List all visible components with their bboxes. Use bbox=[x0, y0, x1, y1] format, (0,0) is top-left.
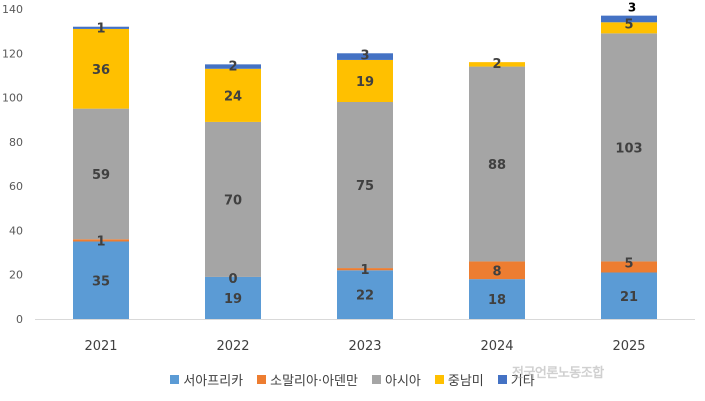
data-label: 35 bbox=[92, 274, 110, 289]
legend-swatch bbox=[257, 375, 267, 384]
bar-segment bbox=[601, 15, 657, 23]
bar-segment bbox=[205, 276, 261, 319]
data-label: 5 bbox=[624, 256, 633, 271]
legend-swatch bbox=[497, 375, 507, 384]
data-label: 22 bbox=[356, 289, 374, 304]
y-tick-label: 100 bbox=[2, 92, 23, 105]
bar-segment bbox=[205, 68, 261, 122]
data-label: 75 bbox=[356, 179, 374, 194]
data-label: 103 bbox=[615, 141, 642, 156]
x-tick-label: 2024 bbox=[480, 339, 513, 354]
bar-segment bbox=[337, 59, 393, 102]
data-label: 24 bbox=[224, 89, 242, 104]
x-axis: 2021 2022 2023 2024 2025 bbox=[35, 319, 695, 354]
bar-segment bbox=[469, 62, 525, 67]
bar-segment bbox=[73, 241, 129, 319]
legend-swatch bbox=[170, 375, 180, 384]
data-label: 8 bbox=[492, 264, 501, 279]
y-tick-label: 120 bbox=[2, 47, 23, 60]
y-tick-label: 60 bbox=[9, 180, 23, 193]
bar-segment bbox=[73, 28, 129, 109]
data-label: 21 bbox=[620, 290, 638, 305]
legend-item: 서아프리카 bbox=[170, 370, 243, 389]
bar-segment bbox=[337, 268, 393, 271]
legend-item: 아시아 bbox=[371, 370, 421, 389]
y-axis: 0 20 40 60 80 100 120 140 bbox=[2, 3, 23, 326]
legend-swatch bbox=[434, 375, 444, 384]
x-tick-label: 2021 bbox=[84, 339, 117, 354]
data-label: 36 bbox=[92, 63, 110, 78]
x-tick-label: 2022 bbox=[216, 339, 249, 354]
data-label: 1 bbox=[360, 263, 369, 278]
bar-segment bbox=[601, 22, 657, 34]
data-label: 88 bbox=[488, 158, 506, 173]
data-label: 3 bbox=[360, 48, 369, 63]
bar-segment bbox=[337, 53, 393, 60]
data-label: 2 bbox=[492, 57, 501, 72]
y-tick-label: 40 bbox=[9, 224, 23, 237]
bar-segment bbox=[205, 64, 261, 69]
data-label: 18 bbox=[488, 293, 506, 308]
legend-label: 소말리아·아덴만 bbox=[270, 374, 358, 389]
bar-segment bbox=[601, 272, 657, 319]
bar-segment bbox=[601, 261, 657, 273]
legend-label: 서아프리카 bbox=[183, 374, 244, 389]
y-tick-label: 140 bbox=[2, 3, 23, 16]
bar-segment bbox=[469, 279, 525, 319]
y-tick-label: 20 bbox=[9, 269, 23, 282]
data-label: 19 bbox=[224, 292, 242, 307]
legend-item: 중남미 bbox=[434, 370, 484, 389]
watermark-text: 전국언론노동조합 bbox=[512, 366, 604, 381]
data-label: 70 bbox=[224, 193, 242, 208]
legend-label: 중남미 bbox=[447, 374, 484, 389]
bars bbox=[73, 15, 657, 319]
bar-segment bbox=[73, 26, 129, 29]
data-label: 5 bbox=[624, 17, 633, 32]
data-label: 1 bbox=[96, 234, 105, 249]
y-tick-label: 0 bbox=[16, 313, 23, 326]
legend: 서아프리카 소말리아·아덴만 아시아 중남미 기타 bbox=[0, 370, 705, 389]
x-tick-label: 2023 bbox=[348, 339, 381, 354]
bar-segment bbox=[469, 261, 525, 280]
legend-swatch bbox=[371, 375, 381, 384]
data-label: 1 bbox=[96, 22, 105, 37]
legend-item: 기타 bbox=[497, 370, 535, 389]
bar-segment bbox=[601, 33, 657, 262]
bar-segment bbox=[337, 102, 393, 269]
data-label: 2 bbox=[228, 59, 237, 74]
data-label: 0 bbox=[228, 272, 237, 287]
bar-segment bbox=[469, 66, 525, 262]
legend-item: 소말리아·아덴만 bbox=[257, 370, 358, 389]
legend-label: 기타 bbox=[510, 374, 535, 389]
legend-label: 아시아 bbox=[384, 374, 421, 389]
bar-segment bbox=[73, 108, 129, 240]
data-label: 3 bbox=[628, 1, 636, 15]
bar-segment bbox=[73, 239, 129, 242]
bar-segment bbox=[205, 121, 261, 277]
y-tick-label: 80 bbox=[9, 136, 23, 149]
data-label: 19 bbox=[356, 75, 374, 90]
bar-segment bbox=[337, 270, 393, 319]
x-tick-label: 2025 bbox=[612, 339, 645, 354]
data-label: 59 bbox=[92, 168, 110, 183]
